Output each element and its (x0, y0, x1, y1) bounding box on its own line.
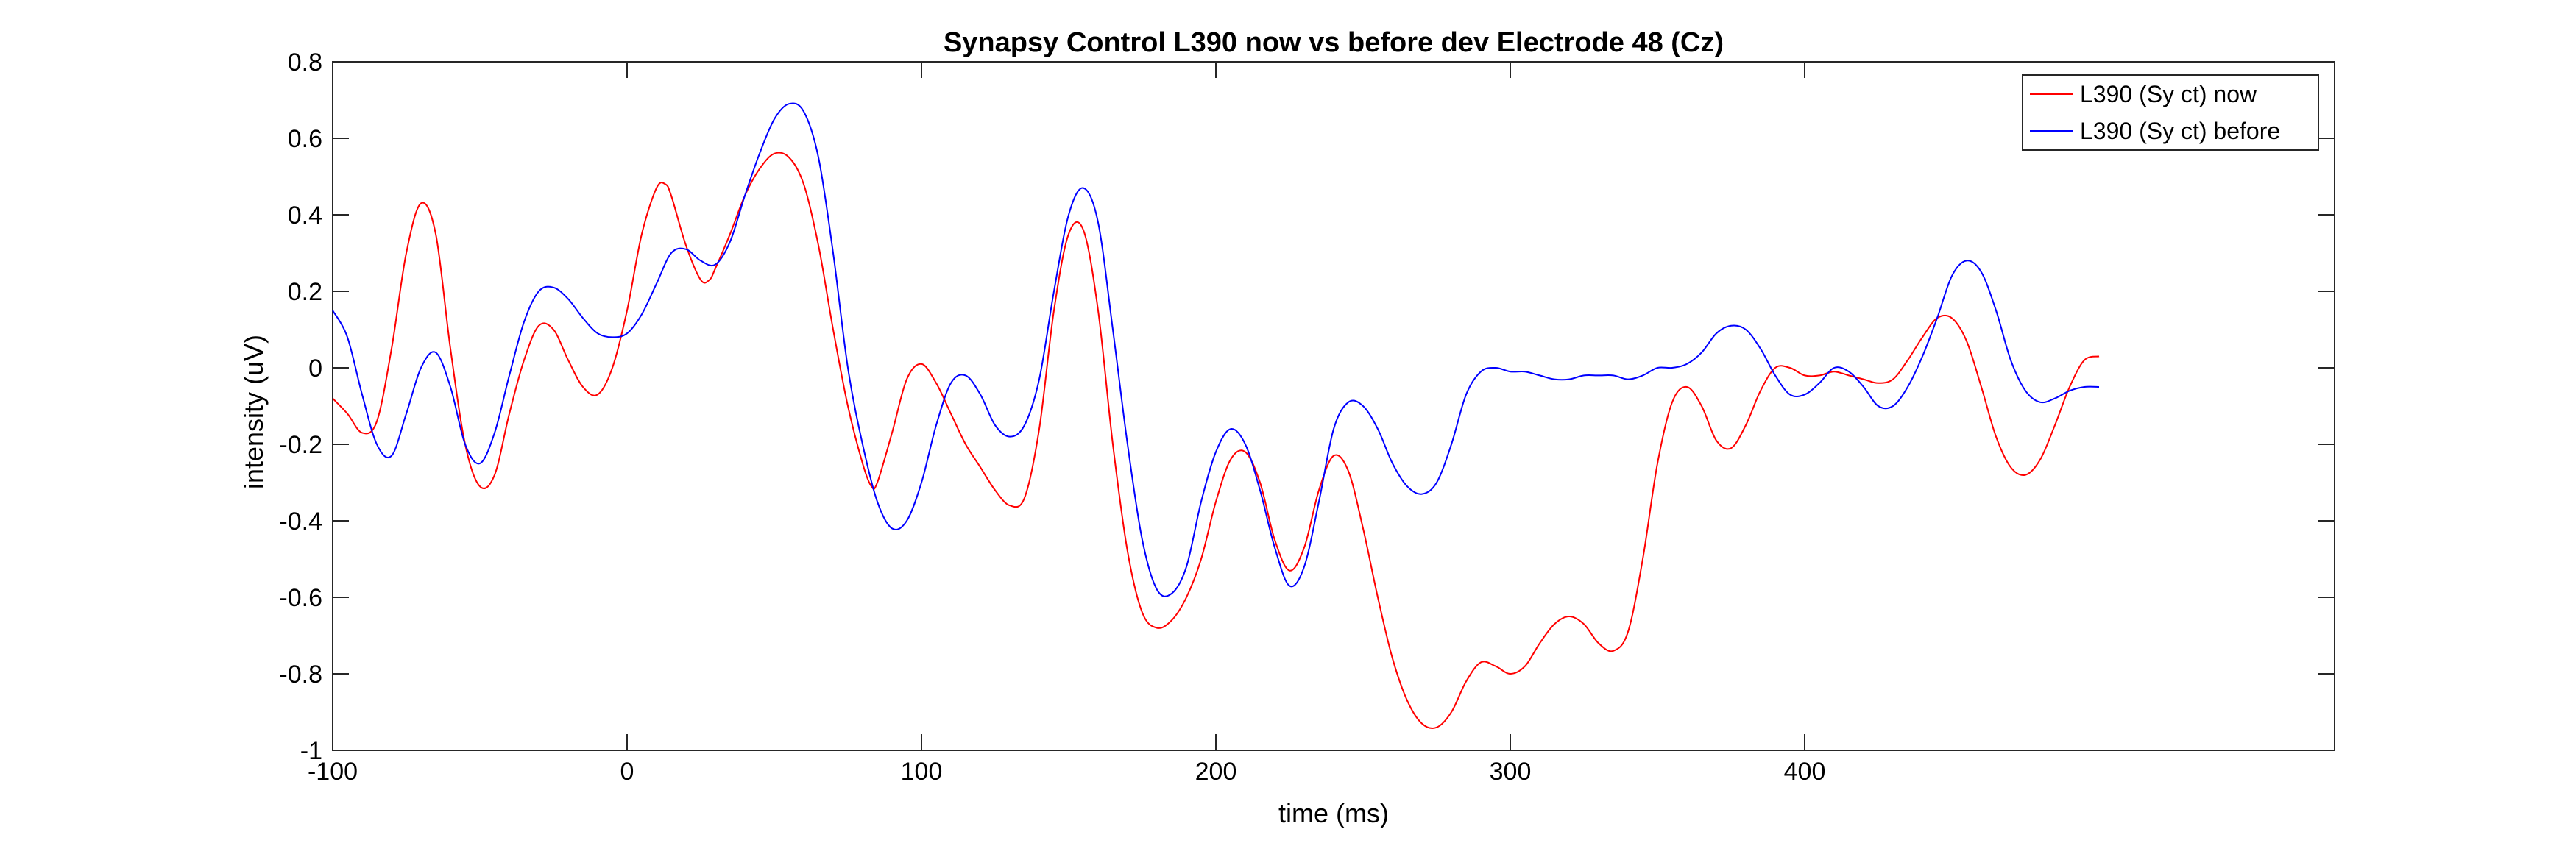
y-tick-label: -0.6 (279, 584, 322, 612)
series-line-now (332, 152, 2100, 729)
x-tick-label: 100 (901, 758, 943, 786)
x-axis-label: time (ms) (1278, 798, 1389, 828)
plot-area (332, 61, 2335, 751)
y-tick-label: -0.8 (279, 661, 322, 689)
y-tick-label: 0.4 (288, 202, 322, 230)
x-tick-label: -100 (308, 758, 358, 786)
legend-box (2022, 74, 2319, 151)
y-tick-label: 0.8 (288, 49, 322, 77)
y-tick-label: 0 (308, 355, 322, 383)
x-tick-label: 400 (1784, 758, 1826, 786)
y-tick-label: -0.2 (279, 431, 322, 459)
chart-title: Synapsy Control L390 now vs before dev E… (944, 27, 1724, 58)
x-axis: -100 0 100 200 300 400 (308, 62, 1825, 786)
legend-label-now: L390 (Sy ct) now (2080, 81, 2257, 107)
y-tick-label: 0.2 (288, 278, 322, 306)
y-tick-label: 0.6 (288, 125, 322, 153)
y-tick-label: -0.4 (279, 508, 322, 536)
legend-label-before: L390 (Sy ct) before (2080, 118, 2280, 144)
x-tick-label: 300 (1490, 758, 1532, 786)
y-axis-label: intensity (uV) (238, 335, 269, 489)
y-tick-label: -1 (300, 737, 322, 765)
axes-box (332, 61, 2335, 751)
series-line-before (332, 102, 2100, 597)
legend: L390 (Sy ct) now L390 (Sy ct) before (2022, 74, 2319, 151)
x-tick-label: 0 (620, 758, 634, 786)
series-layer (332, 102, 2100, 729)
x-tick-label: 200 (1195, 758, 1237, 786)
y-axis: -1 -0.8 -0.6 -0.4 -0.2 0 0.2 0.4 0.6 0.8 (279, 49, 2335, 765)
